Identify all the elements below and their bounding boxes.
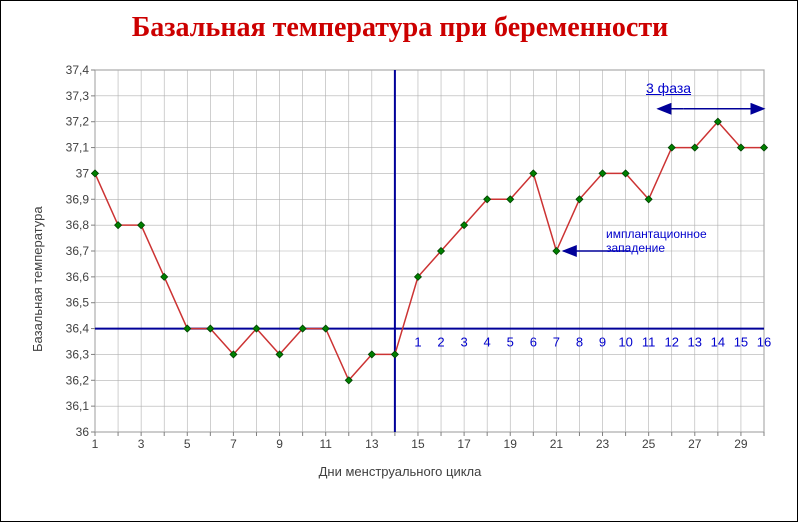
svg-text:11: 11 — [642, 335, 656, 350]
x-axis-label: Дни менструального цикла — [0, 464, 800, 479]
svg-text:36,5: 36,5 — [66, 296, 90, 310]
svg-text:2: 2 — [437, 335, 444, 350]
svg-text:37: 37 — [76, 166, 90, 180]
svg-text:36,8: 36,8 — [66, 218, 90, 232]
svg-text:13: 13 — [365, 437, 379, 451]
svg-text:36,6: 36,6 — [66, 270, 90, 284]
svg-text:36,4: 36,4 — [66, 322, 90, 336]
svg-text:5: 5 — [184, 437, 191, 451]
svg-text:29: 29 — [734, 437, 748, 451]
svg-text:7: 7 — [553, 335, 560, 350]
svg-text:21: 21 — [550, 437, 564, 451]
svg-text:6: 6 — [530, 335, 537, 350]
svg-text:5: 5 — [507, 335, 514, 350]
svg-text:36,1: 36,1 — [66, 399, 90, 413]
svg-text:10: 10 — [618, 335, 632, 350]
svg-text:17: 17 — [457, 437, 471, 451]
annotation-phase3: 3 фаза — [646, 80, 691, 96]
svg-text:37,4: 37,4 — [66, 63, 90, 77]
svg-text:1: 1 — [92, 437, 99, 451]
svg-text:37,2: 37,2 — [66, 115, 90, 129]
svg-text:11: 11 — [319, 437, 332, 451]
svg-text:27: 27 — [688, 437, 702, 451]
svg-text:25: 25 — [642, 437, 656, 451]
svg-text:19: 19 — [504, 437, 518, 451]
y-axis-label: Базальная температура — [30, 206, 45, 352]
svg-text:16: 16 — [757, 335, 771, 350]
svg-text:14: 14 — [711, 335, 725, 350]
svg-text:36,3: 36,3 — [66, 347, 90, 361]
svg-text:13: 13 — [688, 335, 702, 350]
svg-text:36,9: 36,9 — [66, 192, 90, 206]
svg-text:23: 23 — [596, 437, 610, 451]
svg-text:4: 4 — [484, 335, 491, 350]
svg-text:8: 8 — [576, 335, 583, 350]
svg-text:12: 12 — [664, 335, 678, 350]
chart-canvas: 3636,136,236,336,436,536,636,736,836,937… — [0, 0, 800, 524]
annotation-implant: имплантационноезападение — [606, 228, 707, 256]
svg-text:3: 3 — [138, 437, 145, 451]
svg-text:37,1: 37,1 — [66, 141, 90, 155]
svg-text:7: 7 — [230, 437, 237, 451]
svg-text:36,7: 36,7 — [66, 244, 90, 258]
svg-text:15: 15 — [411, 437, 425, 451]
svg-text:37,3: 37,3 — [66, 89, 90, 103]
svg-text:9: 9 — [276, 437, 283, 451]
svg-text:1: 1 — [414, 335, 421, 350]
svg-text:3: 3 — [460, 335, 467, 350]
svg-text:15: 15 — [734, 335, 748, 350]
svg-text:36,2: 36,2 — [66, 373, 90, 387]
svg-text:9: 9 — [599, 335, 606, 350]
svg-text:36: 36 — [76, 425, 90, 439]
